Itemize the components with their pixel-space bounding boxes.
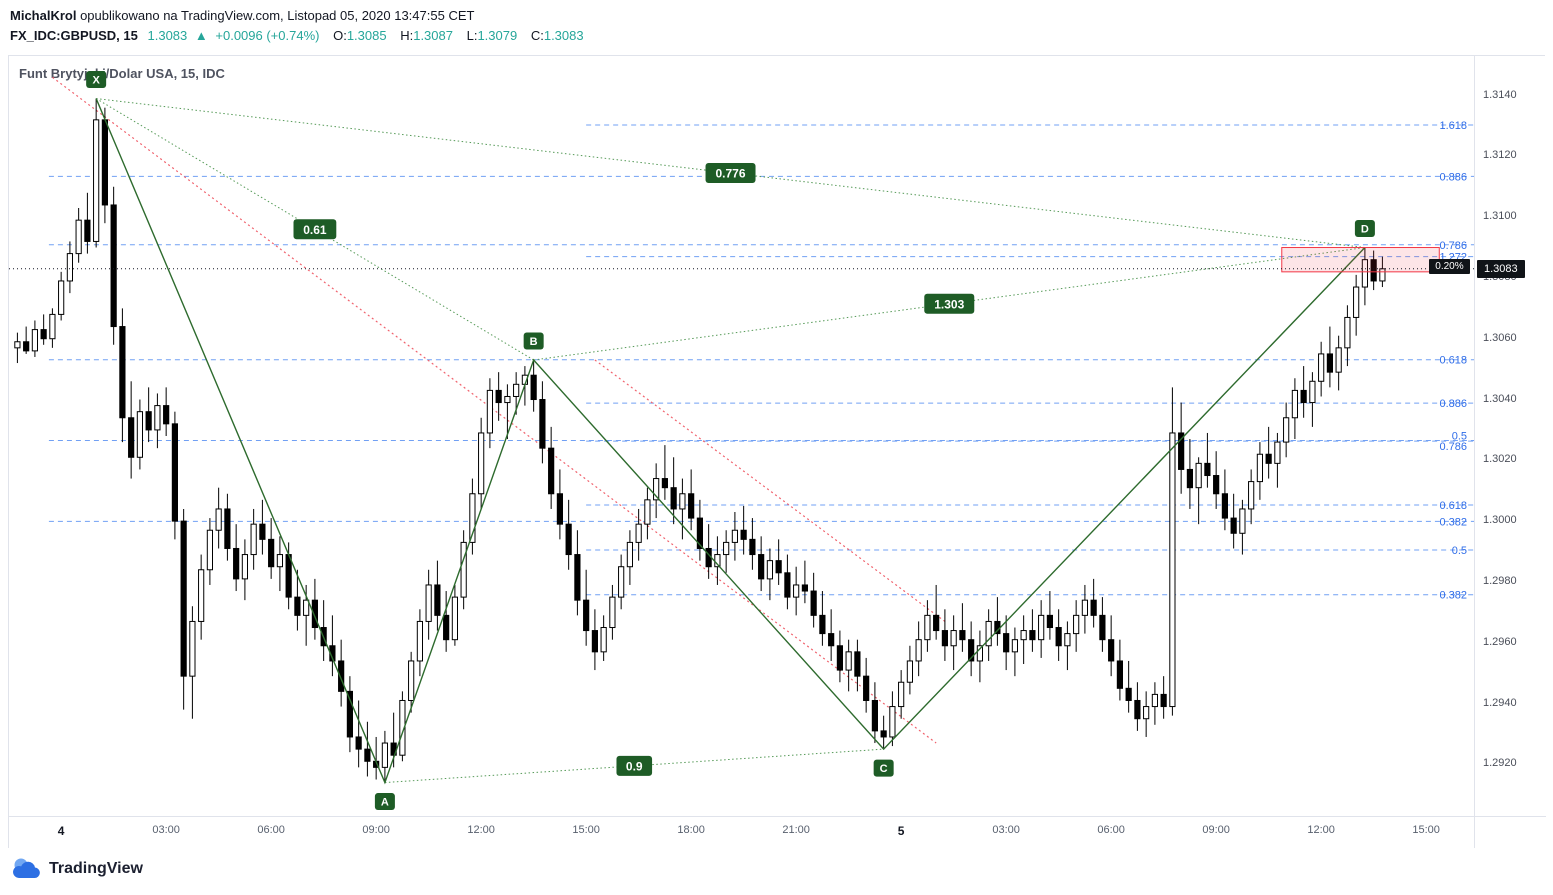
time-scale[interactable]: 4 03:00 06:00 09:00 12:00 15:00 18:00 21:00 5 03:… [9, 816, 1474, 848]
time-tick-label: 03:00 [152, 824, 180, 836]
price-tick-label: 1.3120 [1483, 149, 1517, 162]
ratio-label [616, 755, 653, 776]
time-tick-label: 5 [897, 824, 905, 838]
publish-info: opublikowano na TradingView.com, Listopa… [76, 8, 475, 23]
price-tick-label: 1.2980 [1483, 574, 1517, 587]
open-value: 1.3085 [346, 28, 387, 43]
tradingview-logo-icon[interactable] [12, 856, 42, 881]
price-tick-label: 1.2920 [1483, 757, 1517, 770]
last-price-badge: 1.3083 [1477, 259, 1525, 278]
time-tick-label: 06:00 [1097, 824, 1125, 836]
time-tick-label: 09:00 [1202, 824, 1230, 836]
axis-corner [1474, 816, 1546, 848]
time-tick-label: 12:00 [1307, 824, 1335, 836]
candles-layer [14, 98, 1386, 783]
fib-level-label: 0.5 [1452, 545, 1467, 557]
time-tick-label: 06:00 [257, 824, 285, 836]
open-label: O: [333, 28, 347, 43]
pattern-point-label [523, 332, 544, 350]
footer: TradingView [12, 856, 143, 881]
svg-text:0.61: 0.61 [303, 223, 327, 237]
ratio-label [924, 293, 975, 314]
price-scale[interactable]: 1.3083 1.31401.31201.31001.30801.30601.3… [1474, 56, 1546, 816]
time-tick-label: 21:00 [782, 824, 810, 836]
publish-header: MichalKrol opublikowano na TradingView.c… [0, 0, 1553, 46]
fib-level-label: 0.5 [1452, 431, 1467, 443]
price-tick-label: 1.3000 [1483, 514, 1517, 527]
fib-level-label: 0.382 [1439, 590, 1467, 602]
candlestick-chart[interactable]: 0.8860.7860.6180.50.3821.6181.2720.8860.… [9, 56, 1474, 816]
time-tick-label: 15:00 [1412, 824, 1440, 836]
svg-text:B: B [530, 336, 538, 348]
pattern-point-label [1354, 220, 1375, 238]
symbol-status-line: FX_IDC:GBPUSD, 15 1.3083 ▲ +0.0096 (+0.7… [10, 26, 1553, 46]
publish-line: MichalKrol opublikowano na TradingView.c… [10, 6, 1553, 25]
time-tick-label: 4 [57, 824, 65, 838]
fib-level-label: 0.618 [1439, 355, 1467, 367]
svg-text:1.303: 1.303 [934, 297, 964, 311]
last-price-value: 1.3083 [147, 28, 188, 43]
svg-text:C: C [880, 763, 888, 775]
fib-level-label: 0.886 [1439, 398, 1467, 410]
pane-legend-title[interactable]: Funt Brytyjski/Dolar USA, 15, IDC [19, 66, 225, 81]
ratio-labels: 0.61 0.776 1.303 0.9 [293, 163, 975, 776]
pattern-point-labels: X A B C D [86, 71, 1375, 811]
svg-text:X: X [92, 75, 100, 87]
prz-range-badge: 0.20% [1429, 258, 1470, 274]
price-tick-label: 1.2940 [1483, 696, 1517, 709]
price-tick-label: 1.3100 [1483, 210, 1517, 223]
svg-text:D: D [1361, 224, 1369, 236]
fib-levels-layer [48, 124, 1474, 596]
fib-labels-layer: 0.8860.7860.6180.50.3821.6181.2720.8860.… [1439, 120, 1467, 602]
close-value: 1.3083 [543, 28, 584, 43]
price-tick-label: 1.2960 [1483, 635, 1517, 648]
price-change-value: +0.0096 (+0.74%) [215, 28, 320, 43]
high-value: 1.3087 [413, 28, 453, 43]
fib-level-label: 1.618 [1439, 120, 1467, 132]
time-tick-label: 18:00 [677, 824, 705, 836]
pattern-point-label [86, 71, 107, 89]
price-tick-label: 1.3040 [1483, 392, 1517, 405]
pattern-point-label [374, 793, 395, 811]
fib-level-label: 0.786 [1439, 240, 1467, 252]
low-label: L: [466, 28, 478, 43]
close-label: C: [530, 28, 544, 43]
time-tick-label: 03:00 [992, 824, 1020, 836]
price-tick-label: 1.3140 [1483, 88, 1517, 101]
price-tick-label: 1.3060 [1483, 331, 1517, 344]
time-tick-label: 09:00 [362, 824, 390, 836]
up-arrow-icon: ▲ [194, 28, 208, 43]
author-name[interactable]: MichalKrol [10, 8, 77, 23]
svg-text:A: A [381, 797, 389, 809]
time-tick-label: 15:00 [572, 824, 600, 836]
price-tick-label: 1.3020 [1483, 453, 1517, 466]
fib-level-label: 0.618 [1439, 500, 1467, 512]
prz-zone-layer [1281, 247, 1440, 273]
chart-widget: Funt Brytyjski/Dolar USA, 15, IDC 0.886 0… [8, 55, 1546, 848]
ratio-label [293, 219, 337, 240]
high-label: H: [400, 28, 414, 43]
time-tick-label: 12:00 [467, 824, 495, 836]
xabcd-pattern-layer [95, 98, 1366, 785]
pattern-point-label [873, 759, 894, 777]
brand-name[interactable]: TradingView [49, 859, 143, 877]
svg-text:0.776: 0.776 [716, 167, 746, 181]
svg-text:0.9: 0.9 [626, 759, 643, 773]
low-value: 1.3079 [477, 28, 518, 43]
fib-level-label: 0.786 [1439, 441, 1467, 453]
fib-level-label: 0.886 [1439, 171, 1467, 183]
fib-level-label: 0.382 [1439, 516, 1467, 528]
symbol-name[interactable]: FX_IDC:GBPUSD, 15 [10, 28, 138, 43]
ratio-label [705, 163, 756, 184]
